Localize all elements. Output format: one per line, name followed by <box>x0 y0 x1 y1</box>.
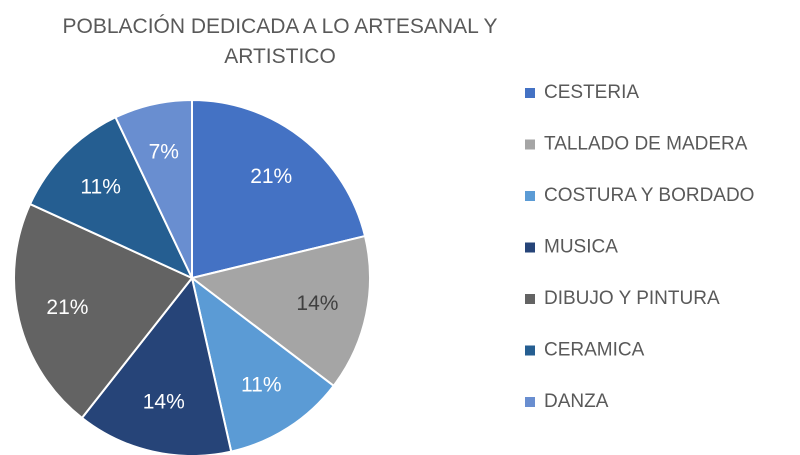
data-label: 11% <box>80 176 120 199</box>
pie-slice <box>80 275 233 455</box>
pie-slice <box>189 234 371 388</box>
data-label: 11% <box>241 373 281 396</box>
pie-slice <box>28 115 195 281</box>
legend-swatch <box>525 139 535 150</box>
legend-label: DIBUJO Y PINTURA <box>544 288 720 309</box>
legend-swatch <box>525 242 535 253</box>
data-label: 21% <box>250 165 292 188</box>
legend-swatch <box>525 345 535 356</box>
legend-swatch <box>525 294 535 304</box>
legend-label: TALLADO DE MADERA <box>544 134 748 155</box>
legend-swatch <box>525 88 535 98</box>
legend-swatch <box>525 191 535 201</box>
data-label: 14% <box>296 292 338 315</box>
pie-slice <box>13 202 194 420</box>
data-label: 7% <box>149 141 179 164</box>
pie-slice <box>190 275 336 453</box>
pie-slice <box>114 98 193 279</box>
data-label: 21% <box>46 296 88 319</box>
data-label: 14% <box>143 391 185 414</box>
legend-label: COSTURA Y BORDADO <box>544 185 754 206</box>
legend-label: MUSICA <box>544 237 618 258</box>
legend-label: CESTERIA <box>544 82 639 103</box>
pie-slice <box>191 98 367 280</box>
legend-label: DANZA <box>544 391 609 412</box>
legend-swatch <box>525 397 535 407</box>
chart-title: POBLACIÓN DEDICADA A LO ARTESANAL Y ARTI… <box>62 15 498 68</box>
legend-label: CERAMICA <box>544 340 645 361</box>
